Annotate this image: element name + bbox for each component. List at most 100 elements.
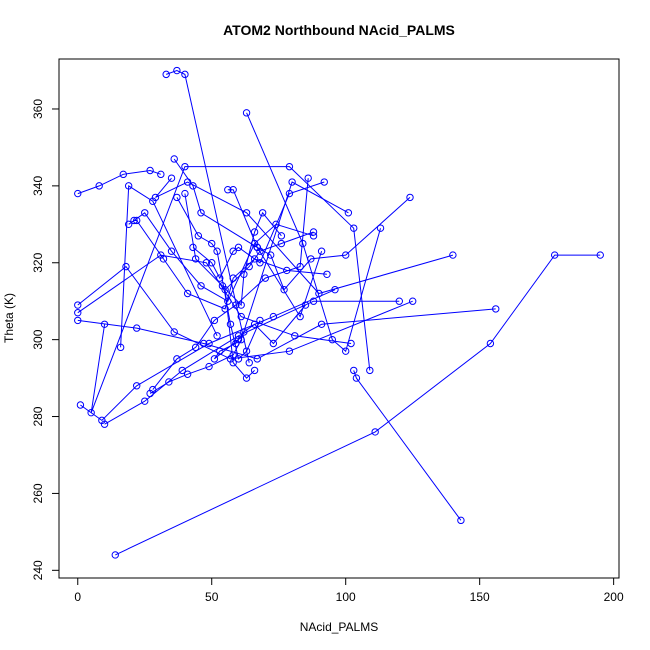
data-series bbox=[87, 162, 374, 417]
data-point bbox=[596, 251, 604, 259]
data-point bbox=[205, 339, 213, 348]
data-point bbox=[245, 359, 253, 367]
data-point bbox=[341, 251, 350, 259]
data-point bbox=[170, 155, 178, 163]
data-point bbox=[210, 355, 219, 363]
data-point bbox=[181, 189, 189, 198]
data-point bbox=[296, 312, 304, 321]
data-point bbox=[111, 551, 119, 559]
data-point bbox=[237, 301, 245, 309]
data-point bbox=[141, 209, 149, 217]
data-point bbox=[317, 247, 326, 255]
data-series bbox=[146, 178, 353, 398]
series-line bbox=[155, 177, 454, 295]
data-point bbox=[277, 232, 286, 240]
data-point bbox=[250, 255, 259, 263]
x-tick-label: 0 bbox=[74, 590, 81, 604]
data-series bbox=[74, 262, 417, 363]
data-point bbox=[205, 362, 213, 371]
data-point bbox=[266, 251, 275, 259]
data-point bbox=[250, 366, 259, 375]
data-point bbox=[317, 320, 326, 328]
series-line bbox=[227, 189, 411, 291]
data-point bbox=[350, 224, 358, 232]
data-point bbox=[258, 209, 267, 217]
data-series bbox=[242, 109, 385, 355]
data-point bbox=[173, 66, 181, 75]
data-point bbox=[133, 382, 141, 390]
data-point bbox=[133, 324, 141, 332]
data-point bbox=[208, 259, 216, 267]
data-point bbox=[173, 355, 181, 363]
data-point bbox=[183, 370, 192, 378]
data-point bbox=[74, 316, 82, 325]
data-point bbox=[234, 355, 243, 363]
data-point bbox=[245, 262, 253, 271]
data-series bbox=[124, 209, 318, 305]
data-point bbox=[124, 220, 133, 229]
data-point bbox=[167, 247, 176, 255]
data-point bbox=[347, 339, 355, 348]
data-point bbox=[202, 259, 211, 267]
y-tick-label: 360 bbox=[31, 99, 45, 119]
data-point bbox=[95, 182, 103, 190]
data-point bbox=[486, 339, 495, 348]
data-point bbox=[240, 328, 248, 336]
data-point bbox=[242, 109, 251, 117]
data-series bbox=[130, 216, 331, 313]
data-point bbox=[301, 301, 310, 309]
data-point bbox=[199, 339, 208, 348]
data-point bbox=[291, 332, 299, 340]
data-point bbox=[376, 224, 385, 232]
data-point bbox=[492, 305, 500, 313]
series-line bbox=[353, 370, 462, 521]
data-point bbox=[157, 170, 165, 179]
series-line bbox=[246, 112, 381, 353]
data-series bbox=[162, 66, 253, 367]
data-point bbox=[229, 351, 237, 359]
data-point bbox=[119, 170, 128, 179]
data-point bbox=[124, 182, 133, 190]
series-line bbox=[90, 166, 371, 413]
y-axis-label: Theta (K) bbox=[2, 293, 16, 343]
data-point bbox=[232, 301, 240, 309]
data-point bbox=[224, 186, 232, 194]
data-series bbox=[170, 155, 326, 321]
data-series bbox=[350, 366, 465, 525]
data-point bbox=[165, 378, 173, 386]
data-point bbox=[250, 320, 259, 328]
data-point bbox=[237, 335, 245, 344]
data-point bbox=[323, 270, 331, 278]
series-line bbox=[104, 300, 400, 425]
data-point bbox=[74, 309, 82, 317]
data-point bbox=[256, 316, 264, 325]
data-point bbox=[229, 186, 237, 194]
x-tick-label: 100 bbox=[336, 590, 356, 604]
series-line bbox=[77, 265, 413, 360]
data-point bbox=[309, 297, 318, 305]
data-point bbox=[87, 408, 95, 417]
data-point bbox=[309, 232, 318, 240]
series-line bbox=[115, 254, 601, 556]
data-point bbox=[100, 420, 109, 428]
data-point bbox=[328, 335, 337, 344]
series-line bbox=[166, 69, 250, 363]
y-tick-label: 320 bbox=[31, 252, 45, 272]
plot-area-frame bbox=[58, 58, 620, 579]
y-axis: 240 260 280 300 320 340 360 bbox=[31, 99, 60, 580]
data-point bbox=[159, 255, 168, 263]
data-point bbox=[210, 316, 219, 325]
data-point bbox=[170, 328, 178, 336]
data-point bbox=[280, 285, 288, 294]
data-series bbox=[149, 174, 312, 394]
data-point bbox=[133, 216, 141, 225]
data-point bbox=[226, 320, 235, 328]
data-point bbox=[366, 366, 374, 375]
data-point bbox=[449, 251, 457, 259]
data-point bbox=[269, 339, 278, 348]
data-point bbox=[242, 374, 251, 382]
series-line bbox=[192, 181, 325, 280]
data-series bbox=[100, 297, 403, 428]
data-point bbox=[162, 70, 170, 79]
data-series bbox=[111, 251, 604, 559]
